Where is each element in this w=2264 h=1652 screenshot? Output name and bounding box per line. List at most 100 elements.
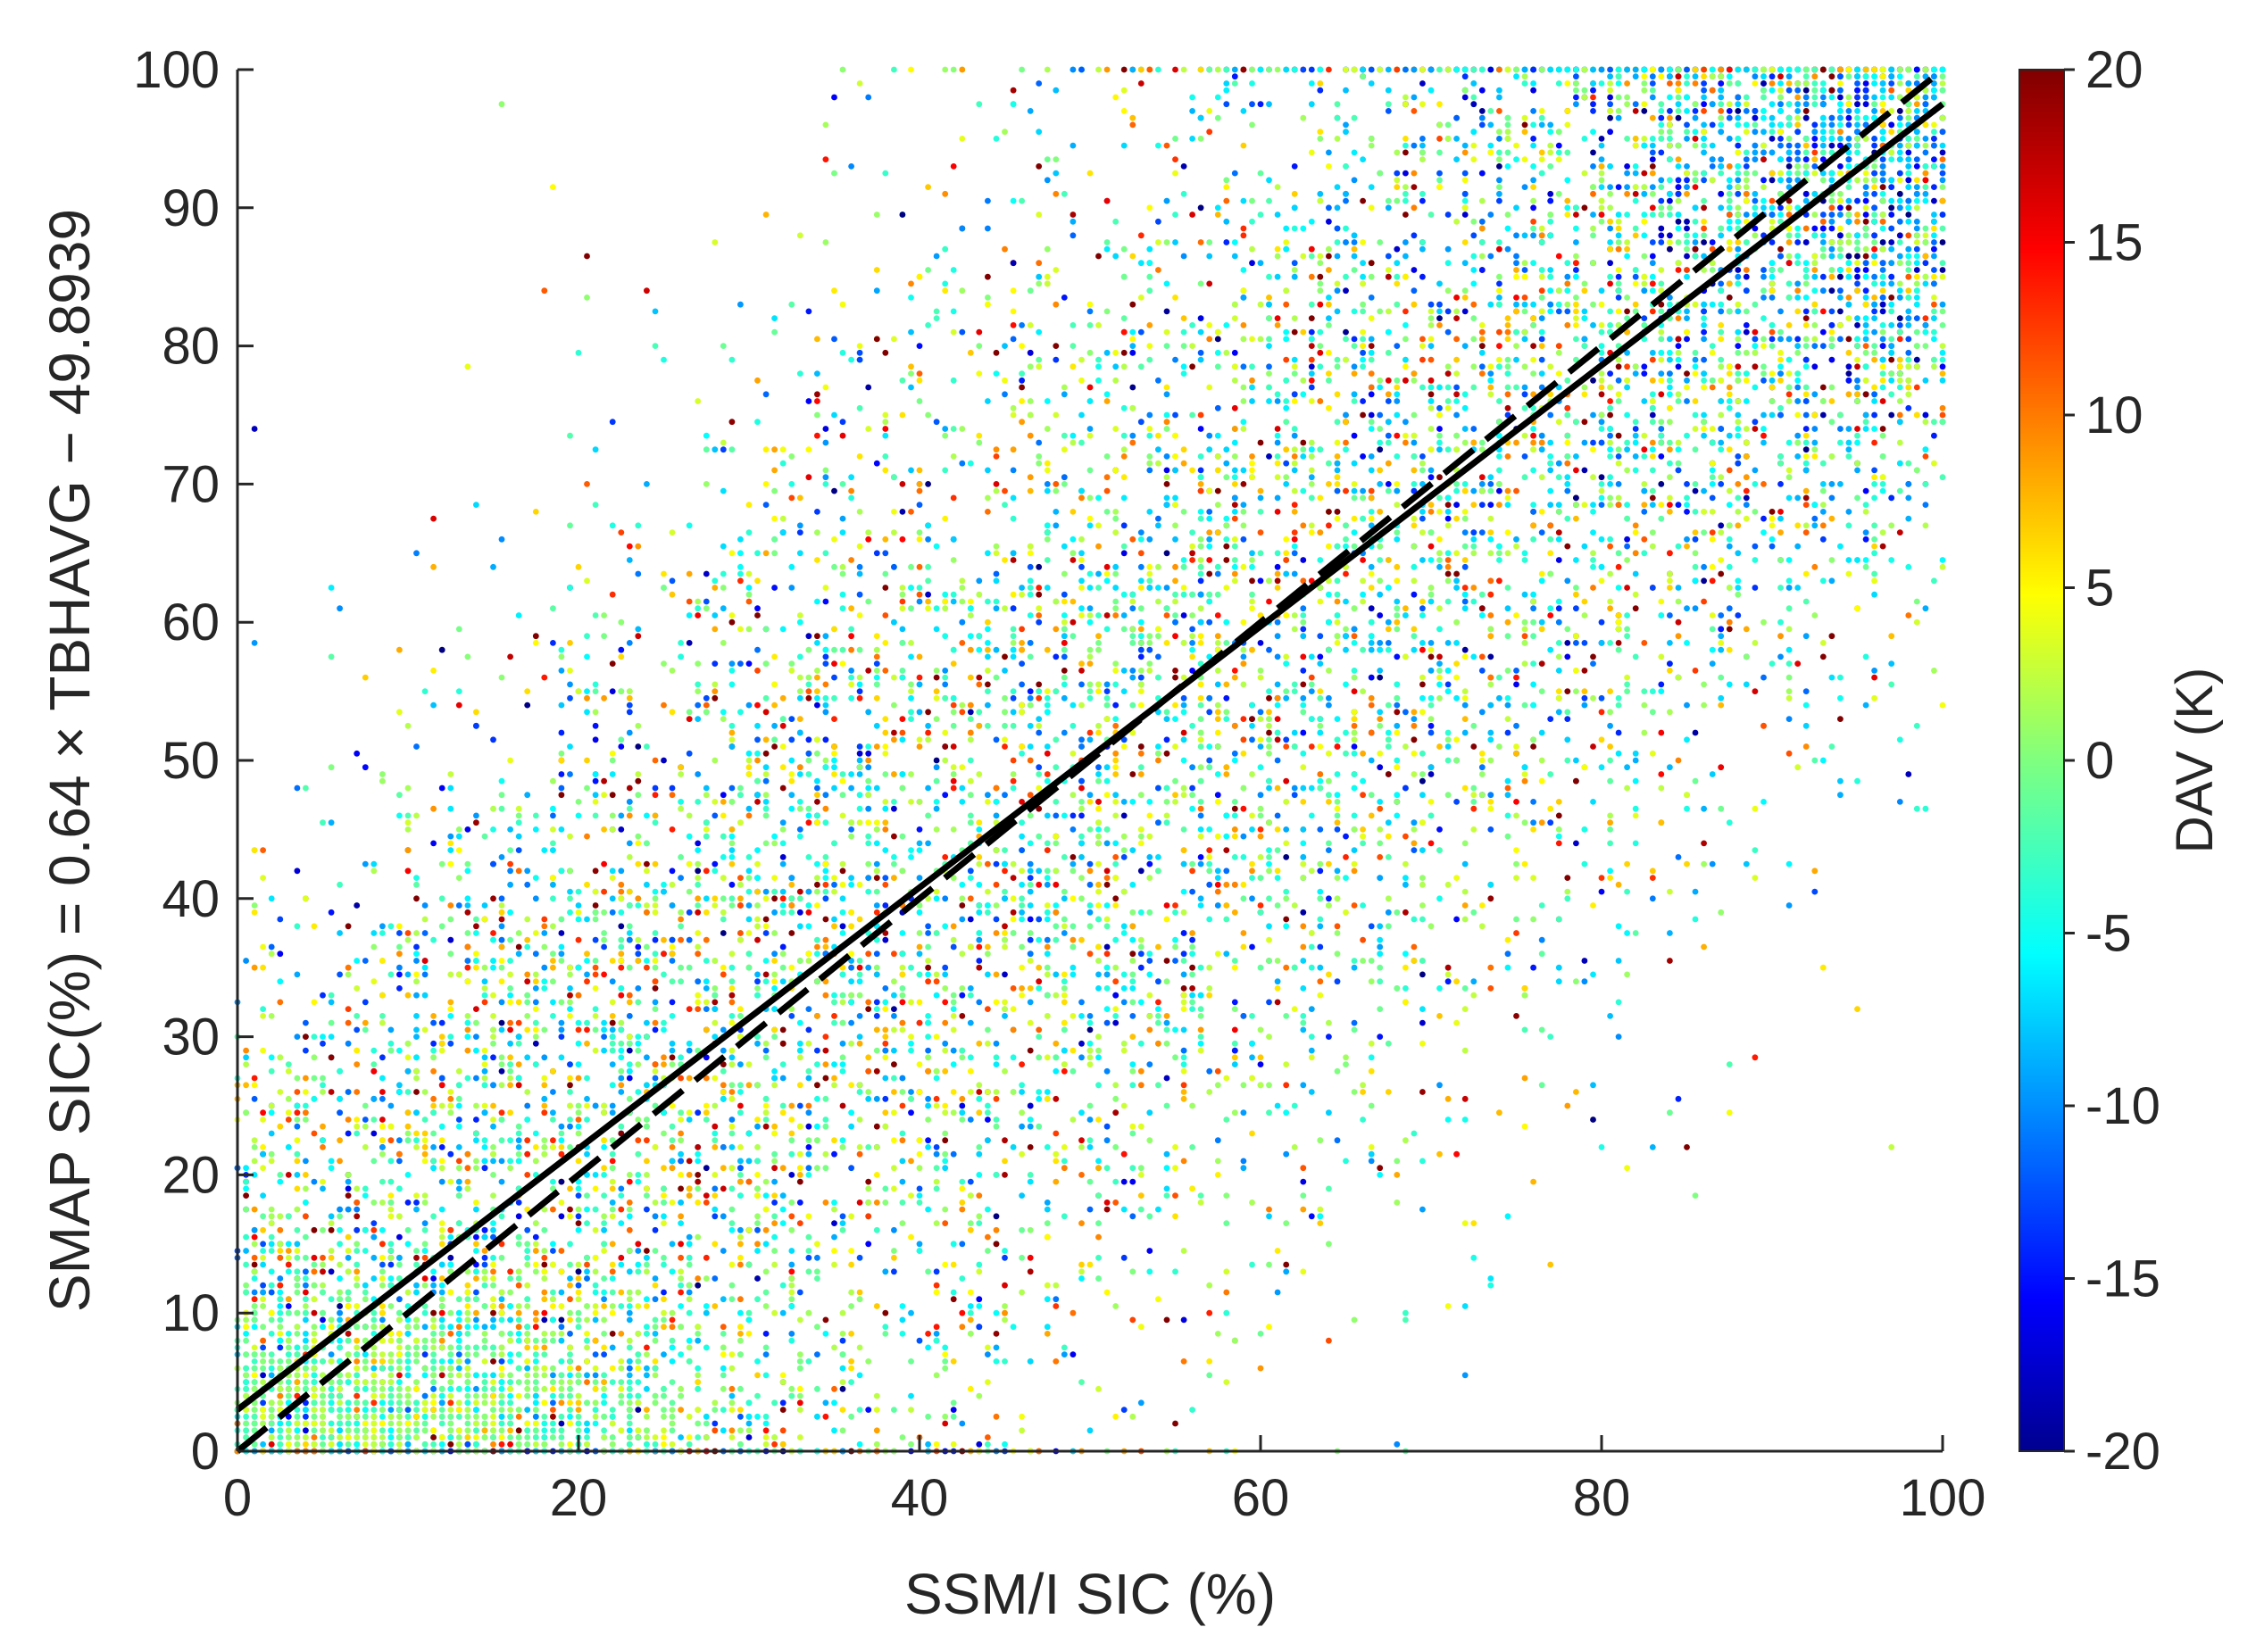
scatter-point [865, 94, 872, 101]
scatter-point [1061, 1144, 1068, 1150]
scatter-point [1436, 509, 1443, 515]
scatter-point [1036, 163, 1043, 170]
scatter-point [796, 674, 803, 681]
scatter-point [737, 1309, 744, 1316]
scatter-point [959, 951, 966, 958]
scatter-point [592, 958, 599, 964]
scatter-point [1249, 557, 1255, 563]
scatter-point [1598, 694, 1605, 701]
scatter-point [985, 688, 991, 694]
scatter-point [1197, 799, 1204, 805]
scatter-point [251, 1137, 258, 1144]
scatter-point [1649, 212, 1656, 218]
scatter-point [1137, 833, 1144, 840]
scatter-point [558, 1331, 565, 1337]
scatter-point [1257, 805, 1264, 812]
scatter-point [737, 626, 744, 633]
scatter-point [1053, 840, 1060, 847]
scatter-point [1931, 129, 1937, 136]
scatter-point [1453, 370, 1460, 377]
scatter-point [550, 1241, 556, 1248]
scatter-point [1888, 1144, 1895, 1150]
scatter-point [669, 668, 676, 674]
scatter-point [294, 923, 301, 930]
scatter-point [1317, 494, 1324, 502]
scatter-point [1590, 163, 1596, 170]
scatter-point [447, 971, 454, 978]
scatter-point [1231, 1337, 1238, 1344]
scatter-point [1862, 245, 1869, 253]
scatter-point [592, 1289, 599, 1296]
scatter-point [1137, 295, 1144, 301]
scatter-point [626, 1206, 633, 1213]
scatter-point [1189, 951, 1195, 958]
scatter-point [1172, 1144, 1178, 1150]
scatter-point [1675, 73, 1682, 80]
scatter-point [967, 757, 974, 764]
scatter-point [541, 916, 548, 923]
scatter-point [1180, 446, 1187, 453]
scatter-point [1214, 94, 1221, 101]
scatter-point [1769, 197, 1776, 204]
scatter-point [362, 1026, 369, 1034]
scatter-point [1879, 287, 1886, 295]
scatter-point [695, 930, 702, 936]
scatter-point [771, 930, 778, 936]
scatter-point [1385, 439, 1392, 446]
scatter-point [1905, 315, 1912, 321]
scatter-point [678, 771, 684, 777]
scatter-point [882, 750, 889, 757]
scatter-point [1862, 328, 1869, 336]
scatter-point [908, 847, 914, 853]
scatter-point [1726, 398, 1733, 404]
scatter-point [1649, 94, 1656, 101]
scatter-point [703, 819, 710, 826]
scatter-point [1598, 494, 1605, 502]
scatter-point [796, 888, 803, 895]
scatter-point [251, 1254, 258, 1261]
scatter-point [737, 1233, 744, 1241]
scatter-point [1291, 550, 1298, 557]
scatter-point [993, 1309, 1000, 1316]
scatter-point [387, 1254, 395, 1261]
scatter-point [1189, 1144, 1195, 1150]
scatter-point [1002, 245, 1008, 253]
scatter-point [1240, 142, 1247, 149]
scatter-point [1487, 487, 1494, 494]
scatter-point [1180, 1316, 1187, 1324]
scatter-point [592, 1282, 599, 1289]
scatter-point [1496, 273, 1502, 280]
scatter-point [814, 1351, 820, 1357]
scatter-point [976, 964, 983, 971]
scatter-point [1862, 204, 1869, 212]
scatter-point [1530, 591, 1536, 598]
scatter-point [839, 1054, 846, 1061]
scatter-point [575, 1019, 582, 1026]
scatter-point [1120, 108, 1128, 114]
scatter-point [430, 1013, 437, 1019]
scatter-point [1785, 494, 1793, 502]
scatter-point [1163, 605, 1170, 612]
scatter-point [1155, 999, 1161, 1006]
scatter-point [1095, 633, 1102, 640]
scatter-point [532, 1006, 539, 1012]
scatter-point [1257, 668, 1264, 674]
scatter-point [1444, 681, 1452, 688]
scatter-point [1403, 308, 1409, 315]
scatter-point [1266, 688, 1272, 694]
scatter-point [839, 432, 846, 439]
scatter-point [592, 1172, 599, 1178]
scatter-point [532, 1158, 539, 1165]
scatter-point [558, 784, 565, 792]
scatter-point [1368, 315, 1375, 321]
scatter-point [856, 343, 863, 349]
scatter-point [728, 951, 736, 958]
scatter-point [1701, 129, 1707, 136]
scatter-point [498, 1316, 505, 1324]
scatter-point [268, 951, 275, 958]
scatter-point [967, 612, 974, 618]
scatter-point [1163, 799, 1170, 805]
scatter-point [933, 716, 940, 722]
scatter-point [1735, 432, 1742, 439]
scatter-point [1103, 391, 1111, 398]
